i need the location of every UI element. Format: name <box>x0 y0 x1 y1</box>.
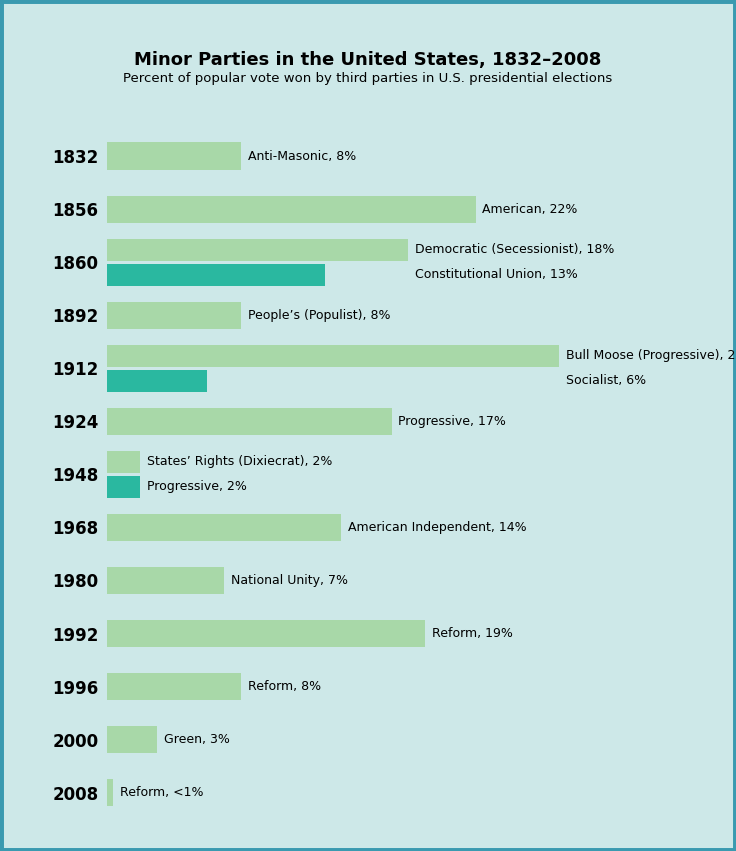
Text: Progressive, 17%: Progressive, 17% <box>398 415 506 428</box>
Bar <box>107 673 241 700</box>
Text: Socialist, 6%: Socialist, 6% <box>566 374 646 387</box>
Bar <box>107 345 559 367</box>
Text: Constitutional Union, 13%: Constitutional Union, 13% <box>415 268 578 282</box>
Bar <box>107 779 113 807</box>
Bar <box>107 726 157 753</box>
Bar <box>107 451 141 473</box>
Bar <box>107 264 325 286</box>
Text: Democratic (Secessionist), 18%: Democratic (Secessionist), 18% <box>415 243 615 256</box>
Bar <box>107 620 425 648</box>
Bar <box>107 476 141 498</box>
Text: Percent of popular vote won by third parties in U.S. presidential elections: Percent of popular vote won by third par… <box>124 72 612 85</box>
Bar <box>107 239 408 261</box>
Bar <box>107 196 475 223</box>
Text: Anti-Masonic, 8%: Anti-Masonic, 8% <box>247 150 355 163</box>
Text: Reform, <1%: Reform, <1% <box>120 786 204 799</box>
Bar <box>107 369 208 392</box>
Text: States’ Rights (Dixiecrat), 2%: States’ Rights (Dixiecrat), 2% <box>147 455 333 468</box>
Bar <box>107 514 342 541</box>
Text: Reform, 19%: Reform, 19% <box>432 627 513 640</box>
Text: American, 22%: American, 22% <box>482 203 578 216</box>
Bar <box>107 567 224 594</box>
Text: Green, 3%: Green, 3% <box>163 733 230 746</box>
Bar <box>107 301 241 329</box>
Text: Reform, 8%: Reform, 8% <box>247 680 321 693</box>
Text: Minor Parties in the United States, 1832–2008: Minor Parties in the United States, 1832… <box>134 51 602 69</box>
Text: People’s (Populist), 8%: People’s (Populist), 8% <box>247 309 390 322</box>
Text: Progressive, 2%: Progressive, 2% <box>147 481 247 494</box>
Bar <box>107 142 241 170</box>
Bar <box>107 408 392 435</box>
Text: Bull Moose (Progressive), 27%: Bull Moose (Progressive), 27% <box>566 350 736 363</box>
Text: American Independent, 14%: American Independent, 14% <box>348 521 527 534</box>
Text: National Unity, 7%: National Unity, 7% <box>231 574 348 587</box>
